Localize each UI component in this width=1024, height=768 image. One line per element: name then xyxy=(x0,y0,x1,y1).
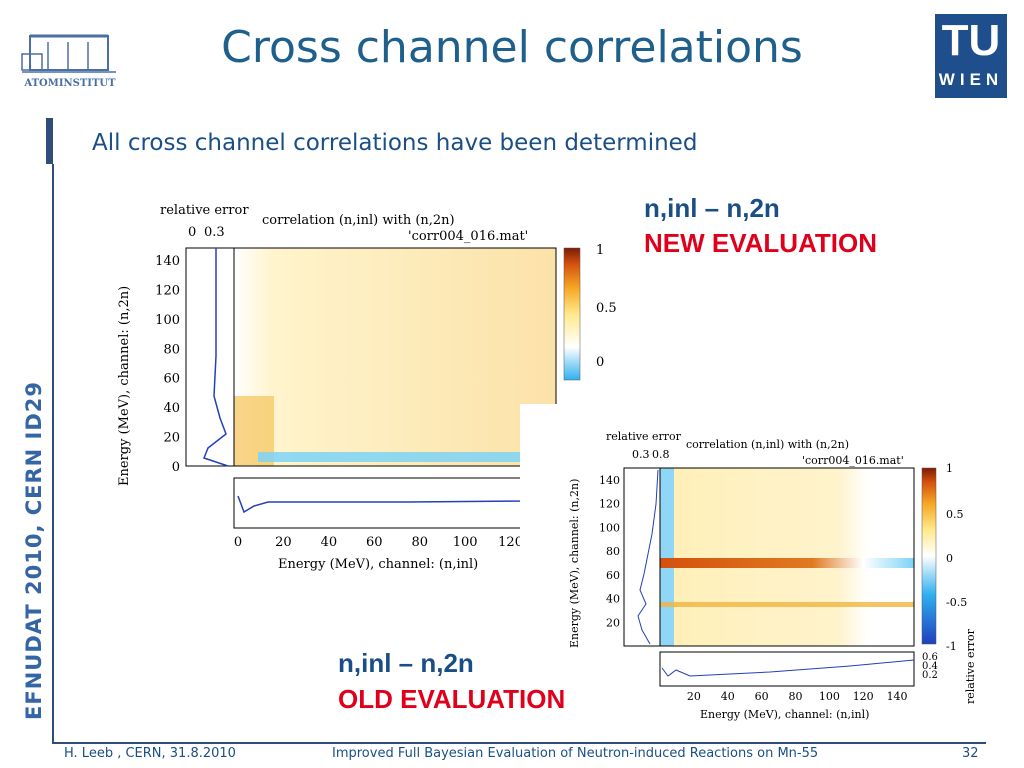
chart2-x-tick: 60 xyxy=(755,690,769,703)
chart1-x-tick: 80 xyxy=(411,535,428,550)
new-evaluation-heatmap: relative error 0 0.3 correlation (n,inl)… xyxy=(117,203,617,572)
chart1-side-panel xyxy=(185,247,235,467)
chart2-x-tick: 40 xyxy=(721,690,735,703)
chart1-colorbar xyxy=(563,247,581,381)
chart2-cb-tick-4: -1 xyxy=(946,640,957,653)
chart2-y-tick: 20 xyxy=(606,616,620,629)
chart2-x-tick: 80 xyxy=(788,690,802,703)
chart2-y-tick: 100 xyxy=(599,521,620,534)
chart1-xlabel: Energy (MeV), channel: (n,inl) xyxy=(278,557,478,572)
chart2-y-ticks: 20 40 60 80 100 120 140 xyxy=(599,474,620,629)
chart1-y-tick: 140 xyxy=(155,254,180,269)
chart1-title: correlation (n,inl) with (n,2n) xyxy=(262,213,455,228)
chart2-cb-tick-2: 0 xyxy=(946,552,953,565)
chart2-xlabel: Energy (MeV), channel: (n,inl) xyxy=(700,708,869,721)
chart1-cb-tick-2: 0 xyxy=(596,355,604,370)
chart2-rel-error-right-label: relative error xyxy=(964,628,977,704)
chart2-x-tick: 120 xyxy=(853,690,874,703)
chart2-cb-tick-0: 1 xyxy=(946,462,953,475)
atominstitut-logo: ATOMINSTITUT xyxy=(18,28,122,92)
chart1-rel-error-curve xyxy=(203,248,229,467)
chart1-y-tick: 40 xyxy=(163,401,180,416)
chart2-side-tick-1: 0.8 xyxy=(652,448,670,461)
chart1-x-tick: 100 xyxy=(453,535,478,550)
chart2-secondary-band xyxy=(660,602,914,607)
chart2-bottom-panel xyxy=(659,651,915,687)
chart2-low-energy-column xyxy=(660,468,674,646)
chart2-side-label: relative error xyxy=(606,430,682,443)
left-rule xyxy=(52,164,54,744)
chart1-y-tick: 100 xyxy=(155,313,180,328)
chart1-bottom-panel xyxy=(233,477,557,529)
chart2-y-tick: 80 xyxy=(606,545,620,558)
chart1-plot-area xyxy=(234,248,556,466)
new-eval-title: NEW EVALUATION xyxy=(644,228,878,258)
chart2-y-tick: 120 xyxy=(599,498,620,511)
chart1-side-label: relative error xyxy=(160,203,249,218)
chart2-bottom-curve xyxy=(661,659,915,677)
chart2-y-tick: 60 xyxy=(606,569,620,582)
chart1-ylabel: Energy (MeV), channel: (n,2n) xyxy=(117,286,132,486)
chart1-side-tick-0: 0 xyxy=(188,225,196,240)
chart1-bottom-curve xyxy=(237,495,557,514)
old-eval-title: OLD EVALUATION xyxy=(338,684,566,714)
chart1-y-tick: 0 xyxy=(172,460,180,475)
chart1-x-tick: 60 xyxy=(366,535,383,550)
chart2-subtitle: 'corr004_016.mat' xyxy=(802,454,904,467)
chart2-cb-tick-1: 0.5 xyxy=(946,508,964,521)
chart2-plot-area xyxy=(660,468,914,646)
chart1-cb-tick-1: 0.5 xyxy=(596,301,617,316)
chart2-y-tick: 40 xyxy=(606,593,620,606)
chart2-y-tick: 140 xyxy=(599,474,620,487)
old-eval-reaction-label: n,inl – n,2n xyxy=(338,648,474,678)
chart2-x-tick: 20 xyxy=(687,690,701,703)
atominstitut-logo-text: ATOMINSTITUT xyxy=(23,78,116,89)
chart2-x-ticks: 20 40 60 80 100 120 140 xyxy=(687,690,908,703)
chart2-bottom-tick-1: 0.4 xyxy=(922,661,938,672)
chart1-y-tick: 60 xyxy=(163,372,180,387)
chart1-cb-tick-0: 1 xyxy=(596,243,604,258)
chart1-y-tick: 80 xyxy=(163,342,180,357)
footer-page-number: 32 xyxy=(962,746,979,761)
footer-author: H. Leeb , CERN, 31.8.2010 xyxy=(64,746,236,761)
chart1-x-tick: 40 xyxy=(321,535,338,550)
chart2-x-tick: 140 xyxy=(887,690,908,703)
chart1-subtitle: 'corr004_016.mat' xyxy=(408,229,528,244)
slide-title: Cross channel correlations xyxy=(221,22,803,73)
slide-subtitle: All cross channel correlations have been… xyxy=(92,130,698,156)
bottom-rule xyxy=(52,742,986,744)
chart2-side-panel xyxy=(623,467,661,647)
chart2-title: correlation (n,inl) with (n,2n) xyxy=(686,438,849,451)
chart2-correlation-band xyxy=(660,558,914,568)
chart1-y-tick: 120 xyxy=(155,283,180,298)
side-event-text: EFNUDAT 2010, CERN ID29 xyxy=(22,380,46,720)
chart1-x-ticks: 0 20 40 60 80 100 120 xyxy=(234,535,523,550)
chart1-side-tick-1: 0.3 xyxy=(204,225,225,240)
chart1-y-ticks: 0 20 40 60 80 100 120 140 xyxy=(155,254,180,475)
chart1-x-tick: 20 xyxy=(275,535,292,550)
chart1-anticorrelation-band xyxy=(258,452,556,462)
chart1-x-tick: 120 xyxy=(498,535,523,550)
chart2-cb-tick-3: -0.5 xyxy=(946,596,967,609)
chart1-x-tick: 0 xyxy=(234,535,242,550)
chart2-bottom-tick-2: 0.2 xyxy=(922,670,938,681)
chart2-side-tick-0: 0.3 xyxy=(632,448,650,461)
chart2-ylabel: Energy (MeV), channel: (n,2n) xyxy=(568,479,581,648)
chart2-bottom-tick-0: 0.6 xyxy=(922,652,938,663)
chart1-y-tick: 20 xyxy=(163,431,180,446)
footer-talk-title: Improved Full Bayesian Evaluation of Neu… xyxy=(332,746,819,761)
chart2-x-tick: 100 xyxy=(819,690,840,703)
tu-wien-logo: TU WIEN xyxy=(935,14,1007,98)
accent-bar xyxy=(46,118,53,164)
old-evaluation-heatmap: relative error 0.3 0.8 correlation (n,in… xyxy=(520,404,990,726)
new-eval-reaction-label: n,inl – n,2n xyxy=(644,193,780,223)
chart2-colorbar xyxy=(921,467,937,645)
tu-logo-top: TU xyxy=(941,16,1001,65)
tu-logo-bottom: WIEN xyxy=(938,70,1004,89)
chart2-rel-error-curve xyxy=(637,469,659,645)
